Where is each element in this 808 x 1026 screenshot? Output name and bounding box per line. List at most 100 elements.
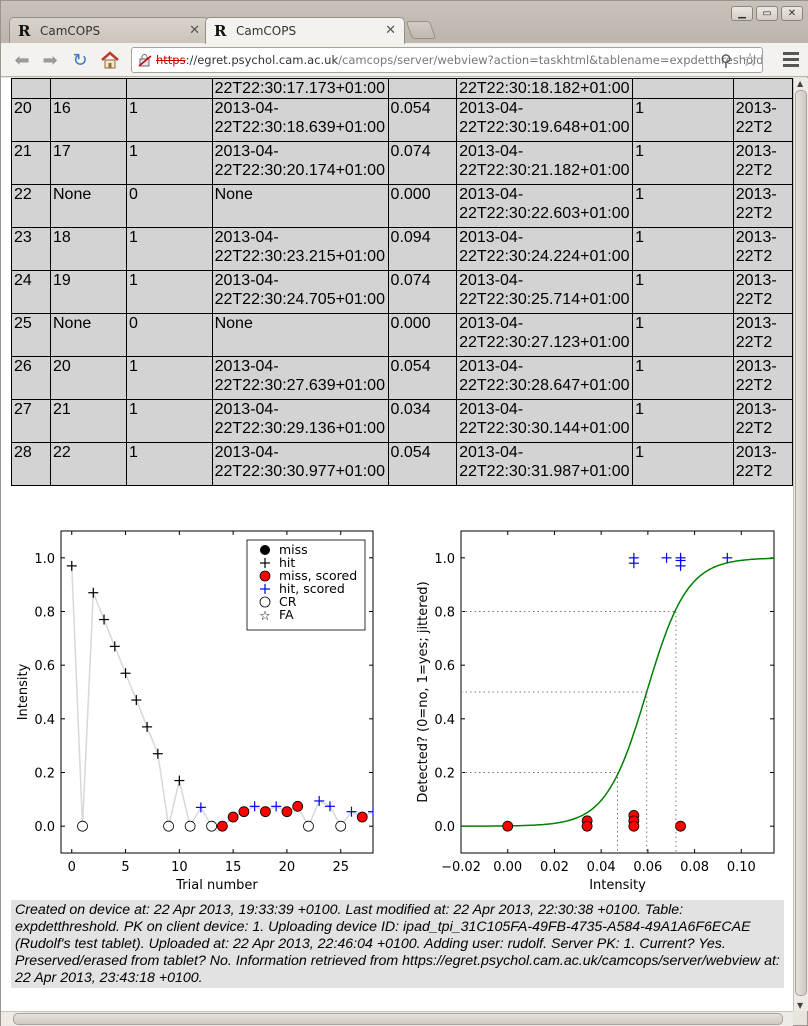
table-cell [387, 78, 458, 99]
table-cell: 0.074 [387, 270, 458, 314]
tab-label: CamCOPS [40, 23, 101, 38]
miss-point [675, 820, 686, 832]
tab-camcops-1[interactable]: R CamCOPS ✕ [9, 17, 209, 43]
table-cell: 2013- 22T2 [732, 98, 793, 142]
table-cell: None [211, 184, 389, 228]
url-host: ://egret.psychol.cam.ac.uk [185, 53, 339, 67]
new-tab-button[interactable] [405, 21, 437, 39]
x-tick-label: 0.06 [633, 860, 662, 875]
horizontal-scroll-thumb[interactable] [13, 1013, 783, 1025]
horizontal-scrollbar[interactable] [1, 1011, 793, 1026]
table-cell: 24 [11, 270, 51, 314]
table-row: 25 None 0 None 0.000 2013-04- 22T22:30:27.123… [11, 313, 793, 357]
close-tab-icon[interactable]: ✕ [189, 23, 200, 38]
table-cell [632, 78, 734, 99]
x-tick-label: 0.02 [540, 860, 569, 875]
table-cell: 1 [632, 227, 734, 271]
miss-point [502, 820, 514, 832]
arrow-right-icon: ➡ [42, 49, 58, 71]
table-cell: 28 [11, 442, 51, 486]
y-axis-label: Detected? (0=no, 1=yes; jittered) [416, 581, 431, 802]
table-cell: 27 [11, 399, 51, 443]
address-bar[interactable]: https://egret.psychol.cam.ac.uk/camcops/… [131, 47, 763, 73]
logistic-curve [461, 557, 775, 827]
miss-scored-point [356, 811, 368, 823]
table-cell: 22T22:30:17.173+01:00 [211, 78, 389, 99]
vertical-scrollbar[interactable]: ▲ ▼ [793, 78, 808, 1011]
hit-point [120, 668, 131, 679]
hit-point [88, 587, 99, 598]
scroll-up-icon[interactable]: ▲ [797, 79, 804, 88]
table-cell: 22 [11, 184, 51, 228]
r-favicon-icon: R [214, 22, 227, 40]
x-tick-label: 0.08 [680, 860, 709, 875]
table-cell: 20 [50, 356, 127, 400]
staircase-chart: 0 5 10 15 20 25 0.0 0.2 0.4 0.6 0.8 1.0 Trial number… [16, 530, 374, 893]
url-scheme: https [156, 53, 186, 67]
table-cell: 2013- 22T2 [732, 356, 793, 400]
close-tab-icon[interactable]: ✕ [385, 23, 396, 38]
hit-point [675, 552, 686, 563]
table-row: 27 21 1 2013-04- 22T22:30:29.136+01:00 0.034… [11, 399, 793, 443]
star-icon: ☆ [741, 49, 759, 71]
legend-entry: FA [279, 607, 294, 622]
y-tick-label: 0.0 [434, 820, 455, 835]
table-cell: 2013-04- 22T22:30:31.987+01:00 [456, 442, 634, 486]
vertical-scroll-thumb[interactable] [795, 90, 807, 996]
table-cell: 1 [632, 442, 734, 486]
back-button[interactable]: ⬅ [11, 49, 33, 71]
table-cell: 1 [125, 141, 213, 185]
legend-miss-marker [260, 545, 270, 555]
y-tick-label: 0.8 [434, 606, 455, 621]
cr-point [335, 820, 347, 832]
broken-lock-icon [138, 53, 152, 67]
hit-point [174, 775, 185, 786]
y-tick-label: 0.6 [34, 659, 55, 674]
table-cell: 2013-04- 22T22:30:27.639+01:00 [211, 356, 389, 400]
x-tick-label: 5 [121, 860, 129, 875]
y-tick-label: 0.0 [34, 820, 55, 835]
search-icon[interactable]: ⚲ [720, 50, 732, 70]
home-button[interactable] [99, 49, 121, 71]
table-cell [732, 78, 793, 99]
table-cell: 2013-04- 22T22:30:23.215+01:00 [211, 227, 389, 271]
maximize-button[interactable]: ▭ [756, 6, 778, 21]
table-cell: None [50, 184, 127, 228]
x-tick-label: 0.00 [493, 860, 522, 875]
bookmark-star-button[interactable]: ☆ [739, 49, 761, 71]
arrow-left-icon: ⬅ [14, 49, 30, 71]
table-cell: 0.094 [387, 227, 458, 271]
legend-box [246, 539, 366, 631]
hit-point [99, 614, 110, 625]
table-cell: 1 [125, 399, 213, 443]
y-tick-label: 0.4 [434, 713, 455, 728]
menu-button[interactable] [783, 52, 799, 68]
table-cell: 2013-04- 22T22:30:24.224+01:00 [456, 227, 634, 271]
scroll-down-icon[interactable]: ▼ [797, 1001, 804, 1010]
reload-button[interactable]: ↻ [69, 49, 91, 71]
table-row: 21 17 1 2013-04- 22T22:30:20.174+01:00 0.074… [11, 141, 793, 185]
hit-scored-point [271, 801, 282, 812]
table-cell: 1 [125, 227, 213, 271]
table-row: 22 None 0 None 0.000 2013-04- 22T22:30:22.603… [11, 184, 793, 228]
table-cell: 21 [11, 141, 51, 185]
table-cell: 26 [11, 356, 51, 400]
cr-point [77, 820, 88, 832]
legend-fa-marker: ☆ [259, 609, 271, 624]
table-cell [50, 78, 127, 99]
tab-camcops-2[interactable]: R CamCOPS ✕ [205, 17, 405, 44]
forward-button[interactable]: ➡ [39, 49, 61, 71]
table-cell: 2013-04- 22T22:30:30.977+01:00 [211, 442, 389, 486]
minimize-button[interactable]: ▁ [731, 6, 753, 21]
close-window-button[interactable]: ✕ [781, 6, 803, 21]
cr-point [184, 820, 196, 832]
legend-entry: hit [279, 555, 295, 570]
x-tick-label: 15 [225, 860, 242, 875]
table-cell: 2013-04- 22T22:30:21.182+01:00 [456, 141, 634, 185]
hit-scored-point [249, 801, 260, 812]
table-cell: None [50, 313, 127, 357]
page-content: 22T22:30:17.173+01:00 22T22:30:18.182+01:… [1, 78, 793, 1011]
r-favicon-icon: R [18, 21, 31, 40]
table-row: 23 18 1 2013-04- 22T22:30:23.215+01:00 0.094… [11, 227, 793, 271]
